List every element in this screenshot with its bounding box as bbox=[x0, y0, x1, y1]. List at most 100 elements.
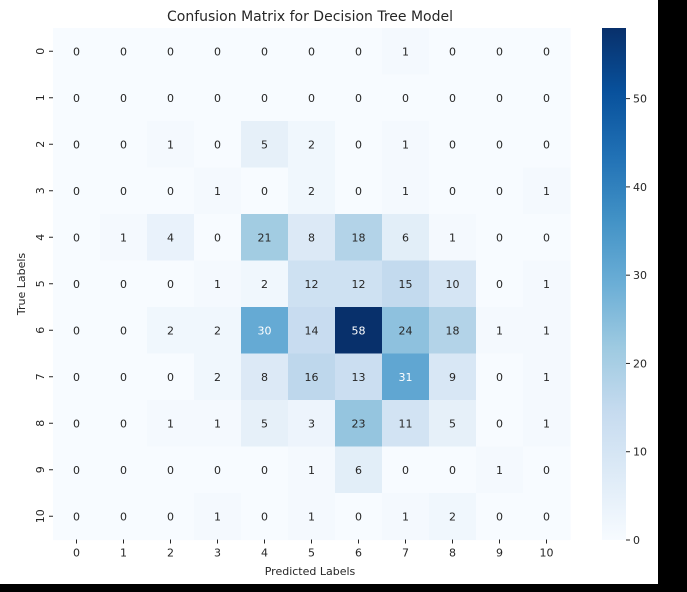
heatmap-cell bbox=[288, 446, 336, 494]
heatmap-cell bbox=[100, 260, 148, 308]
cell-value-label: 0 bbox=[73, 92, 80, 105]
heatmap-cell bbox=[194, 400, 242, 448]
cell-value-label: 30 bbox=[258, 324, 272, 337]
colorbar-ticks: 0 10 20 30 40 50 bbox=[626, 93, 647, 547]
colorbar-tick-label: 0 bbox=[633, 534, 640, 547]
cell-value-label: 0 bbox=[73, 371, 80, 384]
heatmap-cell-labels: 0 0 0 0 0 0 0 1 0 0 00 0 0 0 0 0 0 0 0 0 00 0 1 0 5 2 0 1 0 0 00 0 0 1 0 2 0… bbox=[73, 45, 550, 523]
cell-value-label: 0 bbox=[120, 417, 127, 430]
cell-value-label: 0 bbox=[402, 92, 409, 105]
heatmap-cell bbox=[147, 167, 195, 215]
cell-value-label: 31 bbox=[399, 371, 413, 384]
heatmap-cell bbox=[147, 493, 195, 541]
heatmap-cell bbox=[288, 493, 336, 541]
heatmap-cell bbox=[523, 167, 571, 215]
heatmap-cell bbox=[429, 121, 477, 169]
cell-value-label: 0 bbox=[167, 92, 174, 105]
heatmap-cell bbox=[429, 307, 477, 355]
heatmap-cell bbox=[382, 74, 430, 122]
heatmap-cell bbox=[241, 74, 289, 122]
y-tick-label: 0 bbox=[34, 48, 47, 55]
heatmap-cell bbox=[382, 307, 430, 355]
heatmap-cell bbox=[523, 400, 571, 448]
heatmap-cell bbox=[241, 493, 289, 541]
cell-value-label: 0 bbox=[167, 371, 174, 384]
cell-value-label: 10 bbox=[446, 278, 460, 291]
x-tick-label: 4 bbox=[261, 547, 268, 560]
chart-title: Confusion Matrix for Decision Tree Model bbox=[167, 9, 453, 25]
cell-value-label: 0 bbox=[496, 45, 503, 58]
cell-value-label: 1 bbox=[543, 324, 550, 337]
x-tick-label: 0 bbox=[73, 547, 80, 560]
cell-value-label: 1 bbox=[402, 138, 409, 151]
cell-value-label: 1 bbox=[167, 138, 174, 151]
y-tick-label: 5 bbox=[34, 280, 47, 287]
colorbar-tick-label: 50 bbox=[633, 93, 647, 106]
cell-value-label: 0 bbox=[214, 45, 221, 58]
heatmap-cell bbox=[100, 446, 148, 494]
heatmap-cell bbox=[53, 353, 101, 401]
cell-value-label: 1 bbox=[543, 417, 550, 430]
colorbar-tick-label: 20 bbox=[633, 357, 647, 370]
heatmap-cell bbox=[241, 260, 289, 308]
heatmap-cell bbox=[53, 260, 101, 308]
heatmap-cell bbox=[147, 353, 195, 401]
heatmap-cell bbox=[476, 353, 524, 401]
heatmap-cell bbox=[429, 400, 477, 448]
heatmap-cell bbox=[194, 260, 242, 308]
heatmap-cell bbox=[100, 493, 148, 541]
y-tick-label: 1 bbox=[34, 94, 47, 101]
x-tick-label: 6 bbox=[355, 547, 362, 560]
cell-value-label: 0 bbox=[120, 138, 127, 151]
cell-value-label: 18 bbox=[446, 324, 460, 337]
cell-value-label: 0 bbox=[120, 324, 127, 337]
cell-value-label: 0 bbox=[167, 510, 174, 523]
cell-value-label: 4 bbox=[167, 231, 174, 244]
heatmap-cells bbox=[53, 28, 571, 541]
heatmap-cell bbox=[382, 400, 430, 448]
heatmap-cell bbox=[147, 28, 195, 76]
heatmap-cell bbox=[382, 214, 430, 262]
colorbar-tick-label: 10 bbox=[633, 446, 647, 459]
cell-value-label: 0 bbox=[73, 417, 80, 430]
y-tick-label: 3 bbox=[34, 187, 47, 194]
heatmap-cell bbox=[429, 74, 477, 122]
heatmap-cell bbox=[241, 167, 289, 215]
heatmap-cell bbox=[335, 353, 383, 401]
colorbar-tick-label: 40 bbox=[633, 181, 647, 194]
heatmap-cell bbox=[335, 74, 383, 122]
heatmap-cell bbox=[147, 121, 195, 169]
cell-value-label: 0 bbox=[355, 138, 362, 151]
x-tick-label: 7 bbox=[402, 547, 409, 560]
colorbar bbox=[602, 28, 626, 540]
cell-value-label: 0 bbox=[120, 371, 127, 384]
heatmap-cell bbox=[53, 493, 101, 541]
cell-value-label: 1 bbox=[543, 371, 550, 384]
heatmap-cell bbox=[335, 121, 383, 169]
cell-value-label: 5 bbox=[261, 138, 268, 151]
cell-value-label: 0 bbox=[449, 138, 456, 151]
y-tick-label: 9 bbox=[34, 466, 47, 473]
heatmap-cell bbox=[288, 353, 336, 401]
heatmap-cell bbox=[53, 446, 101, 494]
cell-value-label: 0 bbox=[73, 45, 80, 58]
cell-value-label: 0 bbox=[543, 45, 550, 58]
heatmap-cell bbox=[382, 121, 430, 169]
heatmap-cell bbox=[429, 28, 477, 76]
cell-value-label: 0 bbox=[73, 185, 80, 198]
heatmap-cell bbox=[288, 28, 336, 76]
y-axis-title: True Labels bbox=[15, 253, 28, 317]
heatmap-cell bbox=[523, 446, 571, 494]
heatmap-cell bbox=[288, 307, 336, 355]
heatmap-cell bbox=[194, 446, 242, 494]
cell-value-label: 2 bbox=[308, 185, 315, 198]
cell-value-label: 0 bbox=[73, 138, 80, 151]
cell-value-label: 24 bbox=[399, 324, 413, 337]
cell-value-label: 16 bbox=[305, 371, 319, 384]
cell-value-label: 1 bbox=[402, 185, 409, 198]
cell-value-label: 0 bbox=[120, 45, 127, 58]
cell-value-label: 0 bbox=[120, 464, 127, 477]
x-tick-label: 3 bbox=[214, 547, 221, 560]
cell-value-label: 21 bbox=[258, 231, 272, 244]
x-tick-label: 1 bbox=[120, 547, 127, 560]
